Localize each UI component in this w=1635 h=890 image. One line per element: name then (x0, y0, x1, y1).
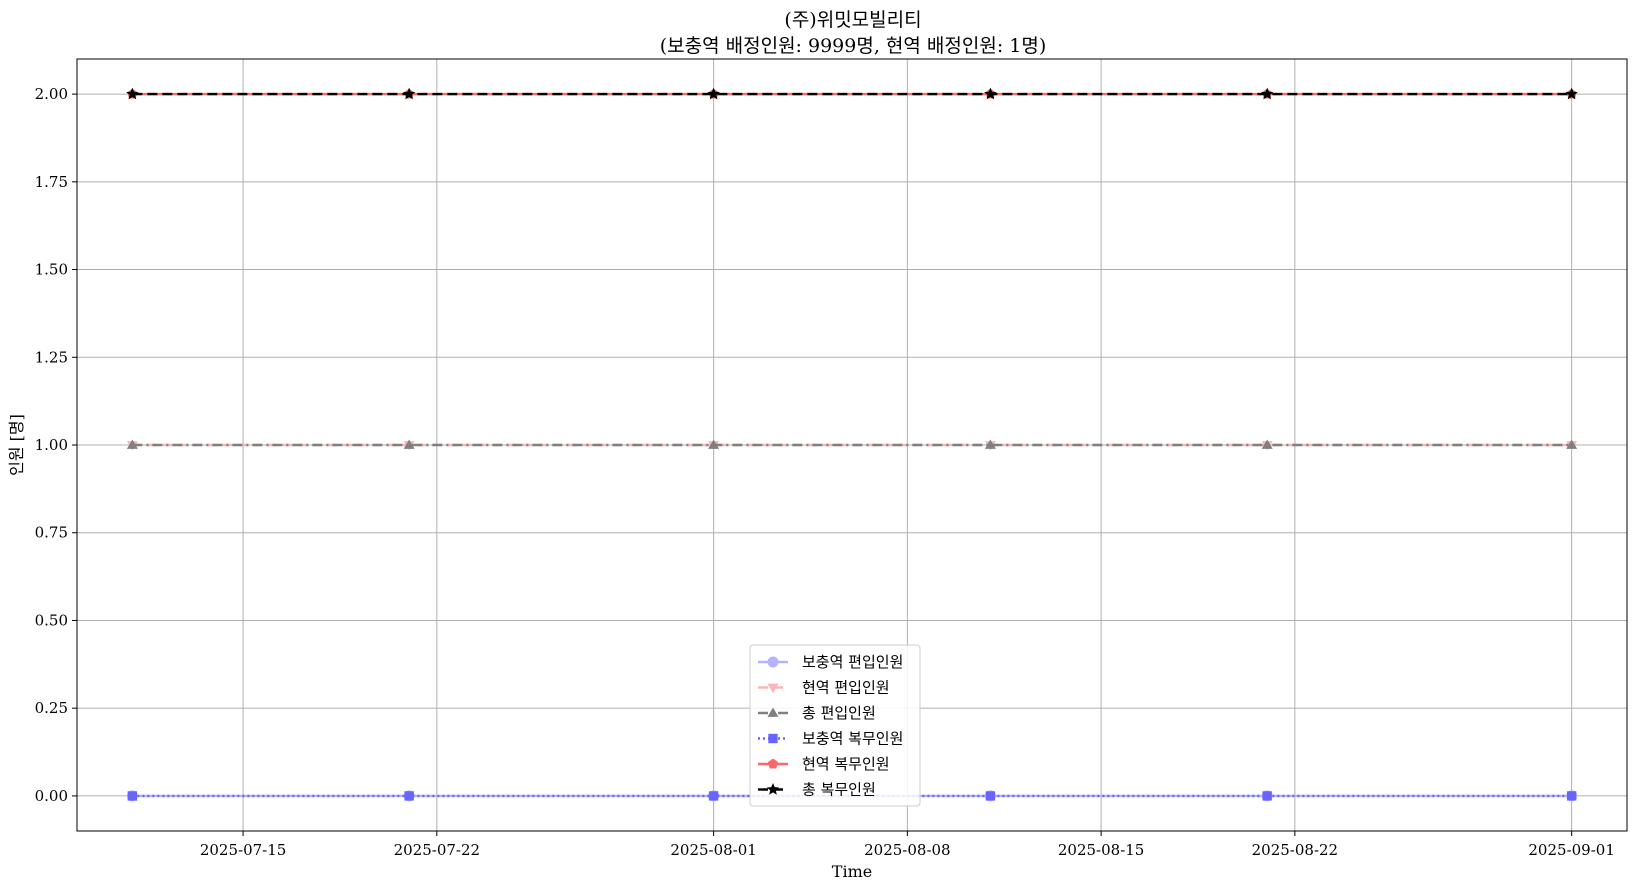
data-point (985, 791, 996, 801)
legend-swatch-marker (768, 733, 778, 744)
legend-swatch-marker (767, 758, 779, 769)
data-point (1566, 439, 1578, 449)
legend-label: 현역 편입인원 (802, 679, 890, 697)
y-tick-label: 0.25 (35, 699, 68, 717)
chart-subtitle: (보충역 배정인원: 9999명, 현역 배정인원: 1명) (660, 35, 1047, 57)
data-point (1262, 791, 1272, 801)
x-tick-label: 2025-08-22 (1252, 841, 1338, 859)
x-tick-label: 2025-08-01 (670, 841, 756, 859)
x-tick-label: 2025-08-08 (864, 841, 950, 859)
data-point (404, 791, 414, 801)
y-tick-label: 0.00 (35, 787, 68, 805)
legend-label: 보충역 편입인원 (802, 653, 903, 671)
data-point (402, 87, 416, 100)
x-tick-label: 2025-07-22 (394, 841, 480, 859)
x-tick-label: 2025-09-01 (1528, 841, 1614, 859)
data-point (1261, 87, 1274, 100)
data-point (1566, 791, 1577, 801)
data-point (708, 791, 719, 801)
x-axis-label: Time (832, 862, 872, 881)
y-tick-label: 0.75 (35, 524, 68, 542)
y-tick-label: 1.50 (35, 261, 68, 279)
x-tick-label: 2025-08-15 (1058, 841, 1144, 859)
legend-label: 보충역 복무인원 (802, 730, 903, 748)
series-4 (127, 791, 1577, 801)
legend-swatch-marker (767, 707, 779, 717)
y-tick-label: 0.50 (35, 611, 68, 629)
y-tick-label: 2.00 (35, 85, 68, 103)
data-point (984, 439, 996, 449)
series-3 (126, 439, 1578, 449)
legend-swatch-marker (767, 683, 779, 693)
data-point (708, 439, 720, 449)
legend-swatch-marker (767, 656, 779, 668)
series-6 (126, 87, 1578, 100)
x-tick-label: 2025-07-15 (200, 841, 286, 859)
legend-label: 현역 복무인원 (802, 755, 890, 773)
legend-label: 총 복무인원 (802, 781, 876, 799)
data-point (1261, 439, 1273, 449)
data-point (984, 87, 997, 100)
axis-ticks: 2025-07-15 2025-07-22 2025-08-01 2025-08-08… (35, 85, 1615, 859)
y-axis-label: 인원 [명] (7, 414, 26, 476)
data-point (126, 87, 139, 100)
legend-label: 총 편입인원 (802, 704, 876, 722)
y-tick-label: 1.75 (35, 173, 68, 191)
data-point (1565, 87, 1578, 100)
data-point (126, 439, 138, 449)
y-tick-label: 1.00 (35, 436, 68, 454)
y-tick-label: 1.25 (35, 348, 68, 366)
legend-box (749, 644, 921, 807)
data-point (403, 439, 415, 449)
chart-title: (주)위밋모빌리티 (784, 9, 921, 31)
legend-swatch-marker (766, 783, 780, 795)
data-point (707, 87, 720, 100)
data-point (127, 791, 138, 801)
